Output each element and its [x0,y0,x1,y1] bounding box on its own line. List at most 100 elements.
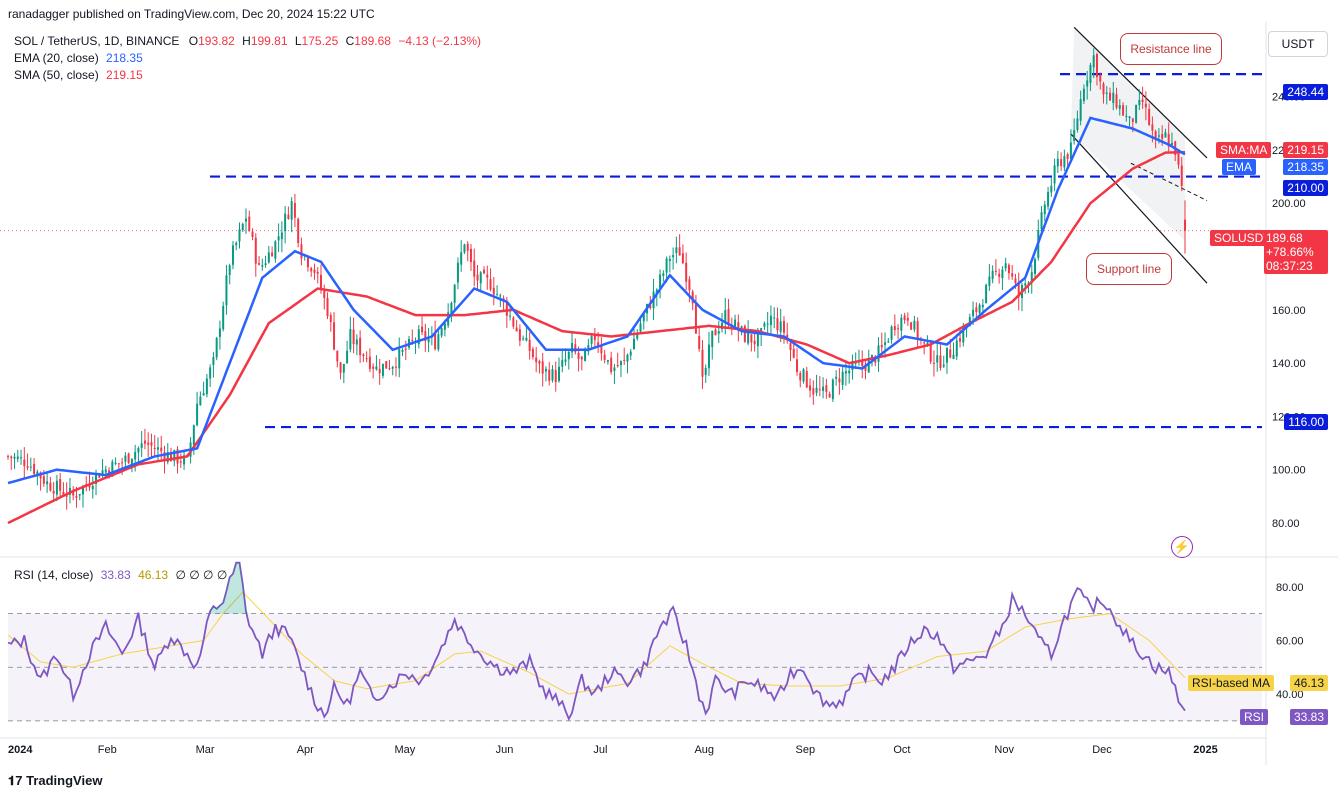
candle-body [838,378,841,383]
candle-body [548,369,551,381]
candle-body [434,333,437,350]
candle-body [994,270,997,272]
candle-body [1102,83,1105,95]
candle-body [476,274,479,281]
candle-body [355,339,358,345]
legend-ema-value: 218.35 [106,51,143,65]
candle-body [215,338,218,358]
candle-body [854,362,857,364]
candle-body [1053,165,1056,184]
candle-body [815,387,818,393]
candle-body [101,470,104,476]
legend-sma-row[interactable]: SMA (50, close) 219.15 [14,68,143,82]
symbol-tag-countdown: 08:37:23 [1266,259,1313,273]
legend-rsi-label: RSI (14, close) [14,568,94,582]
price-tick-label: 160.00 [1272,305,1306,317]
candle-body [551,369,554,381]
candle-body [388,368,391,370]
lightning-icon[interactable]: ⚡ [1171,536,1193,558]
candle-body [867,359,870,373]
candle-body [245,218,248,222]
candle-body [567,351,570,360]
candle-body [238,229,241,242]
candle-body [509,315,512,317]
legend-rsi-ma-value: 46.13 [138,568,169,582]
candle-body [880,344,883,348]
candle-body [1144,103,1147,108]
candle-body [398,349,401,369]
candle-body [499,295,502,297]
candle-body [619,361,622,366]
candle-body [541,361,544,374]
candle-body [939,355,942,369]
candle-body [926,342,929,345]
candle-body [766,323,769,325]
candle-body [893,326,896,331]
candle-body [535,357,538,363]
legend-change: −4.13 (−2.13%) [398,34,482,48]
legend-ema-row[interactable]: EMA (20, close) 218.35 [14,51,143,65]
candle-body [130,458,133,465]
legend-rsi-row[interactable]: RSI (14, close) 33.83 46.13 ∅ ∅ ∅ ∅ [14,568,227,582]
candle-body [590,335,593,344]
candle-body [981,304,984,308]
candle-body [828,393,831,398]
footer-brand: TradingView [26,773,103,788]
candle-body [134,452,137,460]
candle-body [672,255,675,258]
legend-open-label: O [188,34,199,48]
time-tick-label: Sep [796,744,816,756]
level-116-tag: 116.00 [1284,414,1328,430]
candle-body [691,291,694,304]
annotation-support[interactable]: Support line [1086,253,1172,285]
candle-body [20,457,23,459]
candle-body [1017,283,1020,298]
annotation-resistance[interactable]: Resistance line [1120,33,1222,65]
candle-body [525,337,528,341]
resistance-line [1073,26,1208,159]
candle-body [346,350,349,363]
candle-body [580,356,583,360]
candle-body [209,367,212,379]
footer-logo[interactable]: 𝟏7 TradingView [8,773,102,789]
candle-body [1092,55,1095,68]
sma-tag-value: 219.15 [1283,142,1328,158]
legend-low: 175.25 [301,34,339,48]
candle-body [597,342,600,347]
candle-body [310,268,313,272]
candle-body [453,284,456,303]
support-line [1070,133,1208,284]
candle-body [381,363,384,376]
candle-body [998,273,1001,277]
candle-body [417,329,420,345]
candle-body [199,396,202,406]
candle-body [10,456,13,459]
candle-body [1034,258,1037,274]
legend-rsi-extra: ∅ ∅ ∅ ∅ [175,568,228,582]
legend-symbol[interactable]: SOL / TetherUS, 1D, BINANCE [14,34,180,48]
symbol-tag-last: 189.68 [1266,231,1303,245]
ema-tag-label: EMA [1221,159,1256,175]
legend-close: 189.68 [354,34,391,48]
candle-body [531,348,534,358]
currency-button[interactable]: USDT [1268,31,1328,57]
candle-body [763,323,766,327]
rsi-ma-tag-value: 46.13 [1289,675,1328,691]
candle-body [137,447,140,453]
time-tick-label: Jun [496,744,514,756]
annotation-resistance-text: Resistance line [1130,42,1212,56]
candle-body [890,326,893,340]
candle-body [36,471,39,476]
candle-body [675,247,678,254]
price-tick-label: 140.00 [1272,358,1306,370]
candle-body [577,352,580,359]
candle-body [13,456,16,459]
candle-body [319,274,322,291]
candle-body [835,376,838,379]
candle-body [802,369,805,382]
candle-body [284,213,287,232]
candle-body [1050,185,1053,193]
candle-body [274,241,277,259]
candle-body [704,367,707,375]
